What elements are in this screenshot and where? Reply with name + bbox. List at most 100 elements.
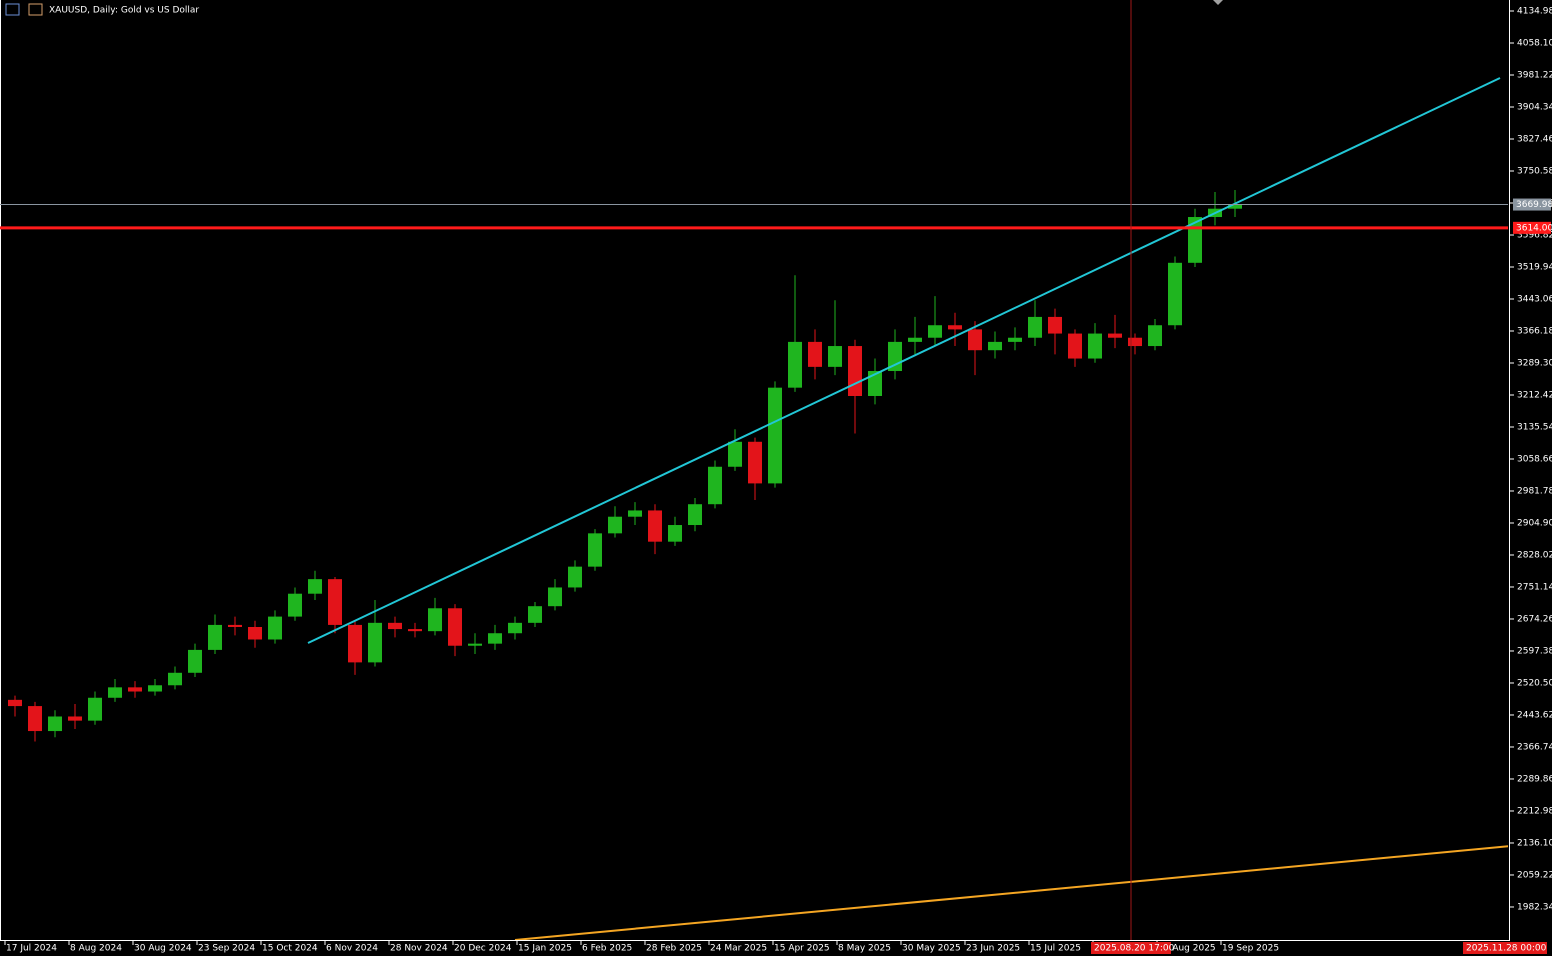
candle-body (228, 624, 242, 627)
x-tick-label: 6 Feb 2025 (582, 944, 632, 954)
candle-body (1168, 262, 1182, 326)
y-tick-label: 2520.50 (1517, 678, 1552, 688)
candle-body (48, 716, 62, 732)
y-tick-label: 2443.62 (1517, 710, 1552, 720)
y-tick-label: 4134.98 (1517, 6, 1552, 16)
candle-body (108, 687, 122, 698)
candle-body (148, 685, 162, 692)
y-tick-label: 2212.98 (1517, 806, 1552, 816)
candle-body (568, 566, 582, 588)
x-tick-label: 30 Aug 2024 (134, 944, 192, 954)
candle-body (308, 579, 322, 594)
candle-body (68, 716, 82, 721)
y-tick-label: 2136.10 (1517, 838, 1552, 848)
y-tick-label: 2981.78 (1517, 486, 1552, 496)
candle-body (968, 329, 982, 351)
candle-body (368, 622, 382, 663)
bid-label: 3669.98 (1516, 200, 1552, 210)
candle-body (1068, 333, 1082, 359)
candle-body (488, 633, 502, 644)
candle-body (708, 466, 722, 505)
x-tick-label: 23 Jun 2025 (966, 944, 1020, 954)
x-tick-label: 8 Aug 2024 (70, 944, 122, 954)
candle-body (508, 622, 522, 634)
y-tick-label: 2289.86 (1517, 774, 1552, 784)
crosshair-label-box (1091, 942, 1171, 954)
candle-body (248, 626, 262, 640)
candle-body (1008, 337, 1022, 342)
candle-body (548, 587, 562, 607)
candle-body (328, 579, 342, 625)
icon-chart[interactable] (28, 3, 43, 16)
candle-body (688, 504, 702, 526)
candle-body (848, 346, 862, 396)
candle-body (468, 643, 482, 646)
x-tick-label: 19 Sep 2025 (1222, 944, 1279, 954)
candle-body (828, 346, 842, 367)
candle-body (388, 622, 402, 630)
x-tick-label: 20 Dec 2024 (454, 944, 512, 954)
y-tick-label: 3981.22 (1517, 70, 1552, 80)
y-tick-label: 1982.34 (1517, 902, 1552, 912)
x-tick-label: 17 Jul 2024 (6, 944, 57, 954)
candle-body (188, 649, 202, 673)
candle-body (8, 699, 22, 707)
chart-title: XAUUSD, Daily: Gold vs US Dollar (49, 6, 199, 16)
candle-body (168, 672, 182, 686)
trendline (514, 845, 1508, 940)
candle-body (588, 533, 602, 567)
y-tick-label: 3443.06 (1517, 294, 1552, 304)
y-tick-label: 2059.22 (1517, 870, 1552, 880)
candle-body (268, 616, 282, 640)
icon-menu[interactable] (5, 3, 20, 16)
bid-label-box (1513, 198, 1551, 211)
candle-body (768, 387, 782, 484)
y-tick-label: 2597.38 (1517, 646, 1552, 656)
candle-body (28, 706, 42, 732)
y-tick-label: 2828.02 (1517, 550, 1552, 560)
y-tick-label: 2751.14 (1517, 582, 1552, 592)
candle-body (628, 510, 642, 517)
level-label: 3614.00 (1516, 223, 1552, 233)
x-tick-label: 30 May 2025 (902, 944, 961, 954)
y-tick-label: 2366.74 (1517, 742, 1552, 752)
trendline (307, 77, 1501, 644)
y-tick-label: 3827.46 (1517, 134, 1552, 144)
y-tick-label: 4058.10 (1517, 38, 1552, 48)
candle-body (748, 441, 762, 484)
candle-body (1088, 333, 1102, 359)
candle-body (668, 525, 682, 542)
candle-body (1128, 337, 1142, 347)
x-tick-label: 23 Sep 2024 (198, 944, 255, 954)
candle-body (1028, 316, 1042, 338)
candle-body (1148, 325, 1162, 347)
x-tick-label: 28 Feb 2025 (646, 944, 702, 954)
candle-body (348, 624, 362, 663)
y-tick-label: 3519.94 (1517, 262, 1552, 272)
end-time-label: 2025.11.28 00:00 (1466, 944, 1547, 954)
candle-body (808, 341, 822, 367)
candle-body (288, 593, 302, 617)
candle-body (88, 697, 102, 721)
x-tick-label: 28 Nov 2024 (390, 944, 448, 954)
y-tick-label: 3289.30 (1517, 358, 1552, 368)
candle-body (988, 341, 1002, 351)
y-tick-label: 3366.18 (1517, 326, 1552, 336)
candle-body (208, 624, 222, 650)
candle-body (528, 606, 542, 623)
level-label-box (1513, 221, 1551, 234)
x-tick-label: 15 Jan 2025 (518, 944, 572, 954)
candle-body (1228, 204, 1242, 209)
candle-body (608, 516, 622, 534)
candle-body (448, 608, 462, 646)
shift-marker (1213, 0, 1223, 5)
x-tick-label: 15 Apr 2025 (774, 944, 830, 954)
candle-body (428, 608, 442, 632)
candle-body (928, 325, 942, 338)
y-tick-label: 3750.58 (1517, 166, 1552, 176)
crosshair-label: 2025.08.20 17:00 (1094, 944, 1175, 954)
candle-body (908, 337, 922, 342)
x-tick-label: 8 May 2025 (838, 944, 891, 954)
